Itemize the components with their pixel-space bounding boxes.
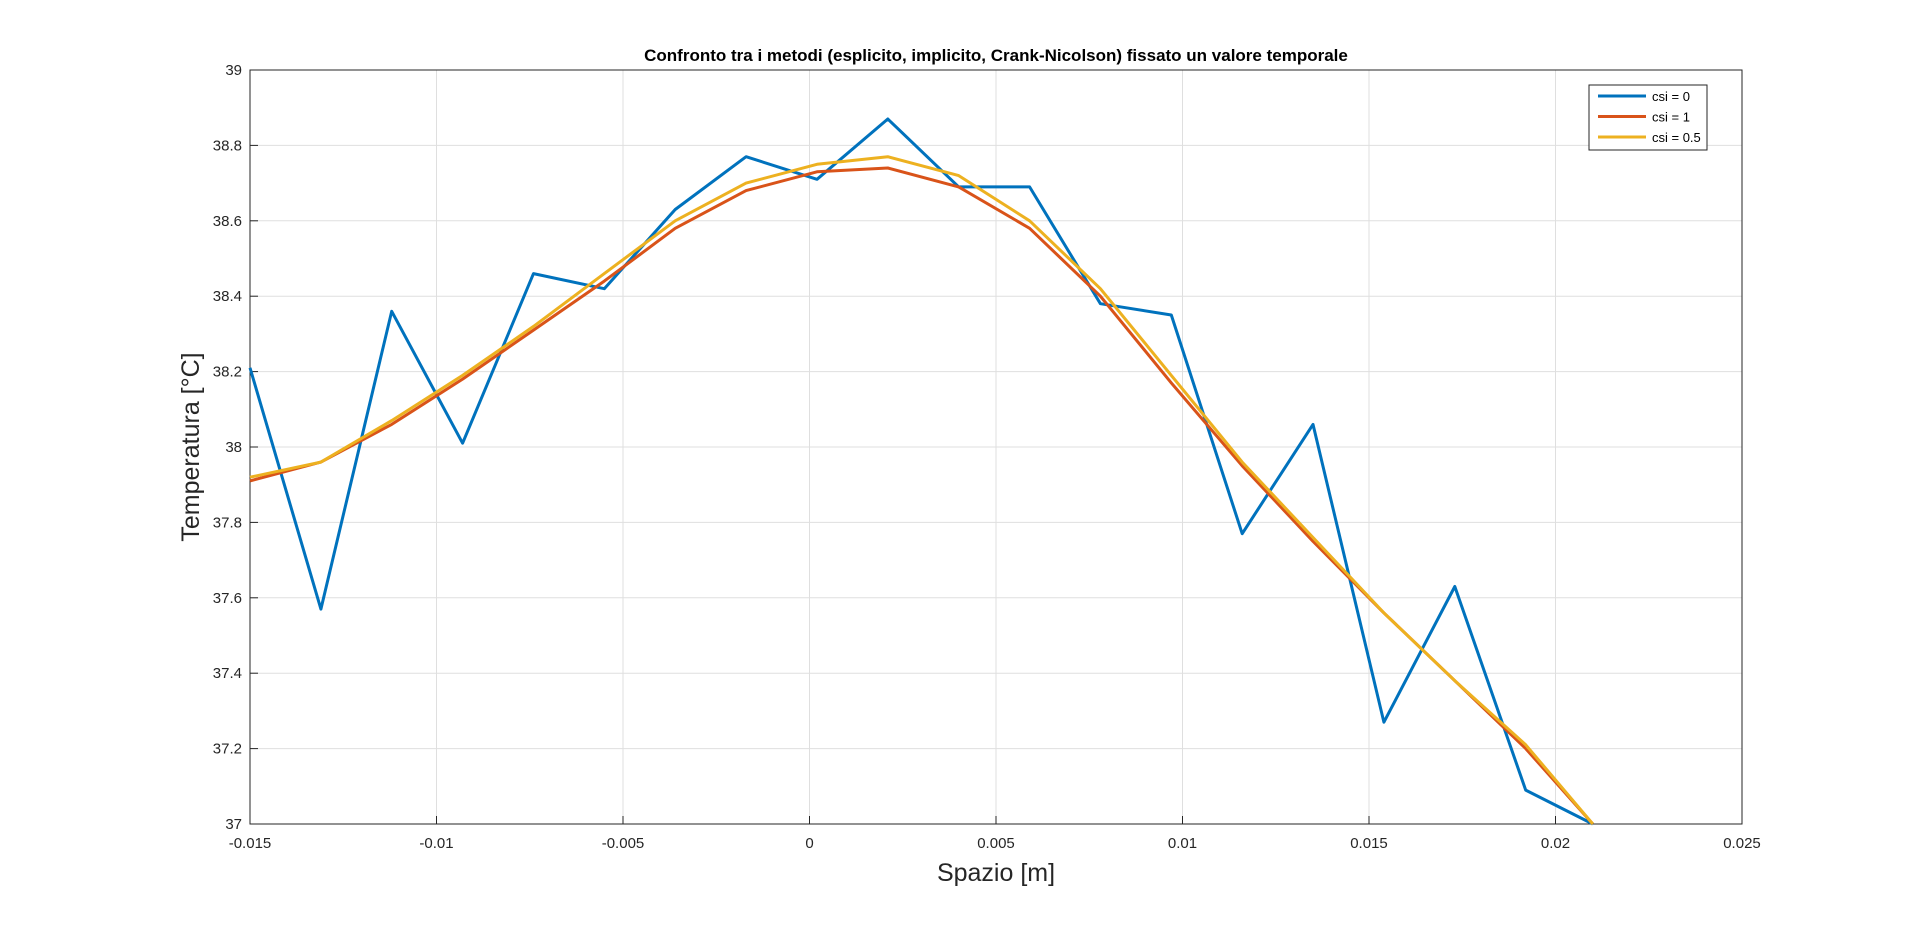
grid (249, 69, 1743, 825)
legend-label: csi = 0.5 (1652, 130, 1701, 145)
y-tick-label: 37.4 (213, 665, 242, 682)
y-tick-label: 39 (225, 62, 242, 79)
x-tick-label: 0.005 (977, 835, 1015, 852)
x-tick-label: 0.015 (1350, 835, 1388, 852)
y-tick-label: 37.8 (213, 514, 242, 531)
y-tick-label: 38.8 (213, 137, 242, 154)
y-axis-label: Temperatura [°C] (177, 352, 205, 541)
chart-title: Confronto tra i metodi (esplicito, impli… (644, 46, 1348, 65)
y-tick-label: 37.2 (213, 741, 242, 758)
axis-ticks: -0.015 -0.01 -0.005 0 0.005 0.01 0.015 0.02 0.02… (213, 62, 1761, 852)
y-tick-label: 38.6 (213, 213, 242, 230)
series-line-2 (249, 155, 1594, 825)
legend: csi = 0 csi = 1 csi = 0.5 (1588, 84, 1708, 151)
y-tick-label: 38.4 (213, 288, 242, 305)
series-line-1 (249, 166, 1594, 825)
y-tick-label: 37 (225, 816, 242, 833)
x-tick-label: 0 (805, 835, 813, 852)
series-line-0 (248, 117, 1594, 826)
x-tick-label: 0.01 (1168, 835, 1197, 852)
legend-label: csi = 0 (1652, 89, 1690, 104)
x-tick-label: -0.01 (419, 835, 453, 852)
x-tick-label: -0.005 (602, 835, 645, 852)
y-tick-label: 38 (225, 439, 242, 456)
x-axis-label: Spazio [m] (937, 859, 1055, 887)
data-series (248, 117, 1594, 826)
x-tick-label: 0.025 (1723, 835, 1761, 852)
legend-label: csi = 1 (1652, 110, 1690, 125)
y-tick-label: 38.2 (213, 364, 242, 381)
y-tick-label: 37.6 (213, 590, 242, 607)
x-tick-label: 0.02 (1541, 835, 1570, 852)
x-tick-label: -0.015 (229, 835, 272, 852)
